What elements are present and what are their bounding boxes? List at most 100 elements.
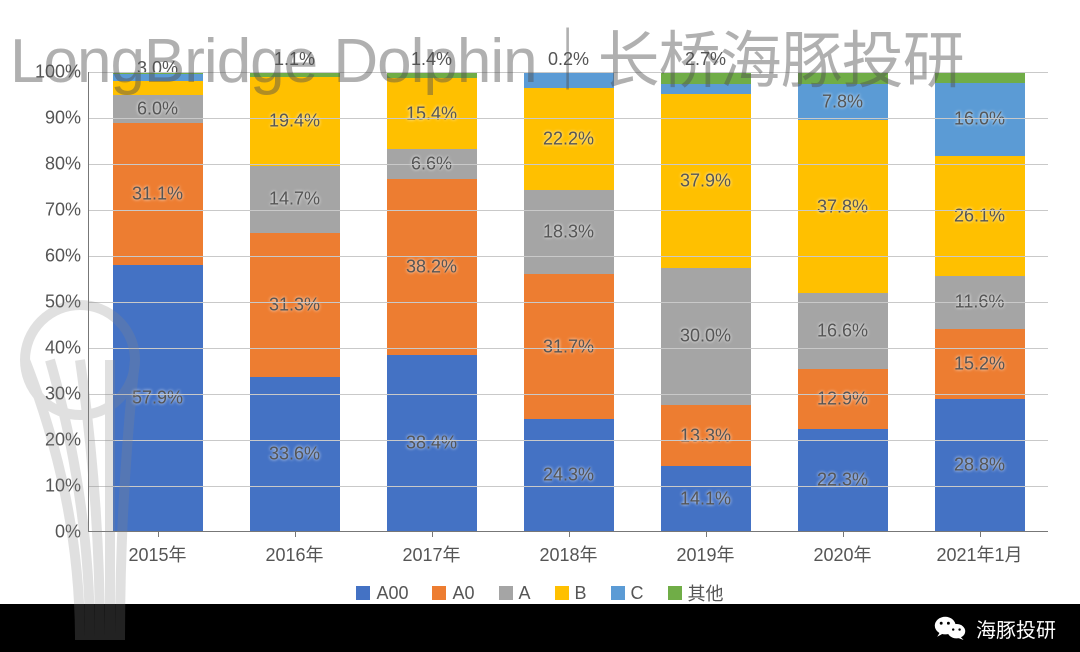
x-axis-label: 2016年 bbox=[265, 541, 323, 567]
x-tick bbox=[706, 531, 707, 537]
bar-segment-Other bbox=[935, 72, 1025, 83]
segment-value-label: 26.1% bbox=[954, 205, 1005, 226]
bar-segment-A0: 31.1% bbox=[113, 123, 203, 266]
chart-plot-area: 57.9%31.1%6.0%3.0%2015年33.6%31.3%14.7%19… bbox=[88, 72, 1048, 532]
segment-value-label: 30.0% bbox=[680, 326, 731, 347]
y-axis-label: 50% bbox=[45, 292, 89, 313]
legend-swatch bbox=[499, 586, 513, 600]
gridline bbox=[89, 440, 1048, 441]
segment-value-label: 0.2% bbox=[548, 49, 589, 70]
bar-segment-C: 7.8% bbox=[798, 84, 888, 120]
bar-segment-A00: 24.3% bbox=[524, 419, 614, 531]
bar-segment-B: 22.2% bbox=[524, 88, 614, 190]
bar-segment-C bbox=[113, 74, 203, 81]
legend-item-C: C bbox=[611, 580, 644, 606]
footer-bar: 海豚投研 bbox=[0, 604, 1080, 652]
legend-item-A00: A00 bbox=[356, 580, 408, 606]
segment-value-label: 24.3% bbox=[543, 465, 594, 486]
legend-item-A0: A0 bbox=[432, 580, 474, 606]
bar-segment-C bbox=[524, 73, 614, 88]
bar-segment-A0: 31.3% bbox=[250, 233, 340, 377]
gridline bbox=[89, 72, 1048, 73]
segment-value-label: 19.4% bbox=[269, 111, 320, 132]
segment-value-label: 38.4% bbox=[406, 432, 457, 453]
y-axis-label: 10% bbox=[45, 476, 89, 497]
x-tick bbox=[158, 531, 159, 537]
legend-swatch bbox=[555, 586, 569, 600]
bar-segment-B: 15.4% bbox=[387, 78, 477, 149]
x-tick bbox=[432, 531, 433, 537]
gridline bbox=[89, 348, 1048, 349]
segment-value-label: 28.8% bbox=[954, 454, 1005, 475]
segment-value-label: 7.8% bbox=[822, 91, 863, 112]
bar-segment-A0: 13.3% bbox=[661, 405, 751, 466]
bar-segment-A: 16.6% bbox=[798, 293, 888, 369]
bar-segment-B: 26.1% bbox=[935, 156, 1025, 276]
segment-value-label: 12.9% bbox=[817, 389, 868, 410]
gridline bbox=[89, 164, 1048, 165]
legend-swatch bbox=[432, 586, 446, 600]
footer-text: 海豚投研 bbox=[976, 614, 1056, 643]
bar-segment-A00: 38.4% bbox=[387, 355, 477, 531]
segment-value-label: 15.2% bbox=[954, 353, 1005, 374]
bar-segment-A: 14.7% bbox=[250, 166, 340, 233]
segment-value-label: 16.6% bbox=[817, 321, 868, 342]
legend-item-A: A bbox=[499, 580, 531, 606]
segment-value-label: 6.0% bbox=[137, 98, 178, 119]
gridline bbox=[89, 210, 1048, 211]
bar-segment-B: 37.8% bbox=[798, 120, 888, 294]
legend-label: A00 bbox=[376, 583, 408, 604]
segment-value-label: 14.1% bbox=[680, 488, 731, 509]
x-axis-label: 2019年 bbox=[676, 541, 734, 567]
y-axis-label: 100% bbox=[35, 62, 89, 83]
bar-segment-A0: 12.9% bbox=[798, 369, 888, 428]
segment-value-label: 18.3% bbox=[543, 221, 594, 242]
bar-segment-B: 37.9% bbox=[661, 94, 751, 268]
legend-item-B: B bbox=[555, 580, 587, 606]
bar-segment-Other: 1.4% bbox=[387, 72, 477, 78]
gridline bbox=[89, 302, 1048, 303]
gridline bbox=[89, 256, 1048, 257]
bar-segment-A0: 38.2% bbox=[387, 179, 477, 354]
segment-value-label: 31.7% bbox=[543, 336, 594, 357]
legend-label: C bbox=[631, 583, 644, 604]
segment-value-label: 13.3% bbox=[680, 425, 731, 446]
segment-value-label: 57.9% bbox=[132, 388, 183, 409]
segment-value-label: 22.2% bbox=[543, 129, 594, 150]
segment-value-label: 22.3% bbox=[817, 469, 868, 490]
legend: A00 A0 AB C 其他 bbox=[0, 580, 1080, 606]
legend-swatch bbox=[611, 586, 625, 600]
segment-value-label: 2.7% bbox=[685, 49, 726, 70]
segment-value-label: 31.3% bbox=[269, 294, 320, 315]
bar-segment-B: 3.0% bbox=[113, 81, 203, 95]
bar-segment-B: 19.4% bbox=[250, 77, 340, 166]
y-axis-label: 60% bbox=[45, 246, 89, 267]
bar-segment-A0: 15.2% bbox=[935, 329, 1025, 399]
legend-item-Other: 其他 bbox=[668, 580, 724, 606]
segment-value-label: 1.4% bbox=[411, 49, 452, 70]
x-tick bbox=[569, 531, 570, 537]
segment-value-label: 31.1% bbox=[132, 183, 183, 204]
x-axis-label: 2015年 bbox=[128, 541, 186, 567]
bar-segment-A00: 28.8% bbox=[935, 399, 1025, 531]
bar-segment-A00: 57.9% bbox=[113, 265, 203, 531]
x-tick bbox=[843, 531, 844, 537]
bar-segment-A00: 14.1% bbox=[661, 466, 751, 531]
y-axis-label: 40% bbox=[45, 338, 89, 359]
segment-value-label: 33.6% bbox=[269, 443, 320, 464]
bar-segment-C: 16.0% bbox=[935, 83, 1025, 156]
bar-segment-A0: 31.7% bbox=[524, 274, 614, 420]
bar-segment-Other bbox=[798, 72, 888, 84]
bar-segment-C bbox=[661, 84, 751, 93]
bar-segment-A00: 22.3% bbox=[798, 429, 888, 531]
x-axis-label: 2017年 bbox=[402, 541, 460, 567]
y-axis-label: 70% bbox=[45, 200, 89, 221]
legend-swatch bbox=[356, 586, 370, 600]
bar-segment-A00: 33.6% bbox=[250, 377, 340, 531]
y-axis-label: 30% bbox=[45, 384, 89, 405]
bar-segment-Other: 2.7% bbox=[661, 72, 751, 84]
bar-segment-A: 18.3% bbox=[524, 190, 614, 274]
bar-segment-A: 30.0% bbox=[661, 268, 751, 406]
gridline bbox=[89, 118, 1048, 119]
gridline bbox=[89, 486, 1048, 487]
